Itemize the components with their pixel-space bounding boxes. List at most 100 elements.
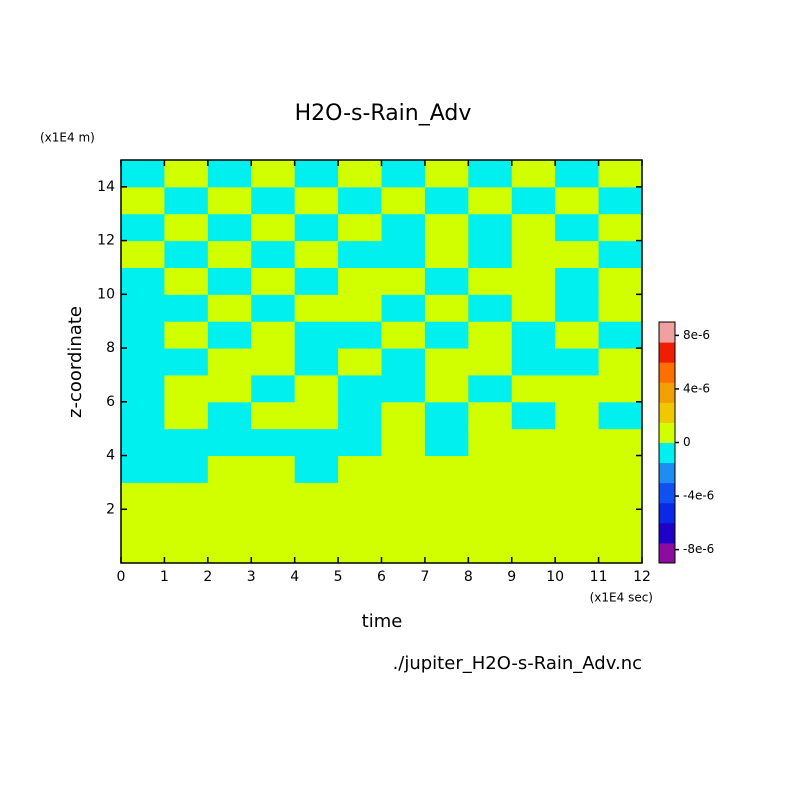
x-tick-label: 4 [290,569,299,585]
heat-cell [251,401,296,430]
colorbar-tick-label: 0 [683,435,691,449]
colorbar-band [659,422,675,443]
heat-cell [338,374,382,403]
heat-cell [555,267,600,295]
heat-cell [511,428,556,457]
y-tick-label: 12 [97,233,115,249]
heat-cell [294,348,339,376]
heat-cell [207,294,252,322]
heat-cell [598,455,643,483]
heat-cell [338,213,382,242]
colorbar-band [659,362,675,383]
heat-cell [468,428,513,457]
heat-cell [598,348,643,376]
heat-cell [338,428,382,457]
heat-cell [294,482,339,510]
heat-cell [468,160,513,188]
source-file: ./jupiter_H2O-s-Rain_Adv.nc [393,653,642,674]
heat-cell [121,509,165,537]
heat-cell [511,321,556,349]
y-tick-label: 10 [97,286,115,302]
heat-cell [251,509,296,537]
heat-cell [598,240,643,268]
heat-cell [555,374,600,403]
heat-cell [338,348,382,376]
heat-cell [555,160,600,188]
heat-cell [598,509,643,537]
heat-cell [424,160,469,188]
y-tick-label: 6 [106,394,115,410]
heat-cell [338,240,382,268]
heat-cell [468,348,513,376]
heat-cell [338,186,382,215]
heat-cell [424,294,469,322]
heat-cell [555,455,600,483]
heat-cell [164,455,209,483]
heat-cell [511,160,556,188]
heat-cell [598,536,643,564]
heat-cell [294,160,339,188]
heat-cell [381,294,426,322]
heat-cell [468,374,513,403]
heat-cell [381,374,426,403]
heat-cell [381,321,426,349]
heat-cell [164,213,209,242]
heat-cell [468,294,513,322]
heat-cell [294,294,339,322]
heat-cell [381,240,426,268]
colorbar-band [659,542,675,564]
heat-cell [424,321,469,349]
heat-cell [424,428,469,457]
heat-cell [251,428,296,457]
heat-cell [294,186,339,215]
heat-cell [164,348,209,376]
heat-cell [164,321,209,349]
heat-cell [338,294,382,322]
heat-cell [424,186,469,215]
heat-cell [207,374,252,403]
heat-cell [338,509,382,537]
heat-cell [598,428,643,457]
y-tick-label: 2 [106,501,115,517]
heat-cell [468,321,513,349]
heat-cell [121,374,165,403]
heat-cell [381,455,426,483]
heat-cell [511,294,556,322]
heat-cell [555,294,600,322]
colorbar-band [659,322,675,343]
heat-cell [294,401,339,430]
colorbar-tick-label: 8e-6 [683,328,710,342]
heat-cell [468,455,513,483]
heat-cell [164,294,209,322]
heat-cell [251,348,296,376]
colorbar-band [659,502,675,524]
heat-cell [468,186,513,215]
heat-cell [555,213,600,242]
colorbar-band [659,382,675,403]
heat-cell [598,294,643,322]
heat-cell [251,321,296,349]
colorbar-band [659,482,675,504]
heat-cell [598,186,643,215]
heat-cell [207,536,252,564]
heat-cell [121,348,165,376]
heat-cell [207,428,252,457]
heat-cell [381,160,426,188]
heat-cell [338,267,382,295]
heat-cell [121,160,165,188]
heat-cell [555,321,600,349]
heat-cell [164,240,209,268]
x-tick-label: 6 [377,569,386,585]
heat-cell [164,267,209,295]
heat-cell [511,267,556,295]
heat-cell [294,321,339,349]
heat-cell [511,455,556,483]
heat-cell [251,455,296,483]
heat-cell [424,213,469,242]
heat-cell [424,536,469,564]
heat-cell [511,482,556,510]
heat-cell [468,482,513,510]
heat-cell [381,509,426,537]
heat-cell [468,240,513,268]
